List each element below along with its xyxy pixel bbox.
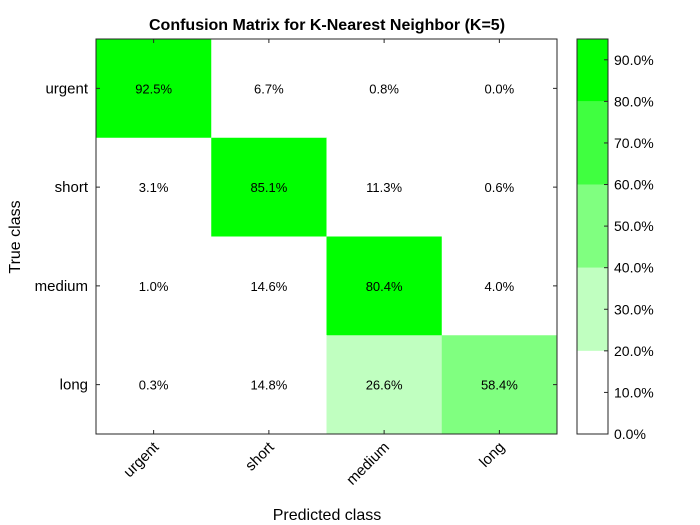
colorbar-tick-label: 90.0% [614,52,654,68]
heatmap-cell [211,236,327,336]
cell-value-label: 1.0% [139,279,169,294]
colorbar-tick-label: 60.0% [614,177,654,193]
y-tick-label: short [55,179,89,196]
heatmap-cell [326,137,443,237]
cell-value-label: 4.0% [485,279,515,294]
heatmap-cell [96,137,212,237]
y-axis-ticks: urgent short medium long [35,80,557,394]
colorbar-tick-label: 80.0% [614,93,654,109]
cell-value-label: 58.4% [481,378,518,393]
cell-value-label: 6.7% [254,81,284,96]
colorbar-band [577,101,608,185]
heatmap-cell-labels: 92.5% 6.7% 0.8% 0.0% 3.1% 85.1% 11.3% 0.6% 1.0% 1… [135,81,518,392]
colorbar-tick-label: 20.0% [614,343,654,359]
colorbar-tick-label: 50.0% [614,218,654,234]
colorbar-band [577,39,608,102]
heatmap-cell [326,39,443,139]
colorbar-band [577,267,608,351]
colorbar: 0.0% 10.0% 20.0% 30.0% 40.0% 50.0% 60.0% 70.0% 8… [576,38,654,442]
x-axis-label: Predicted class [273,507,382,524]
heatmap-cell [96,236,212,336]
cell-value-label: 0.8% [369,81,399,96]
heatmap-cell [441,236,558,336]
heatmap-cell [211,335,327,435]
cell-value-label: 0.3% [139,378,169,393]
heatmap-cells [96,39,558,435]
cell-value-label: 26.6% [366,378,403,393]
heatmap-cell [441,335,558,435]
heatmap-cell [441,39,558,139]
colorbar-tick-label: 0.0% [614,426,646,442]
colorbar-tick-label: 40.0% [614,260,654,276]
heatmap-cell [326,236,443,336]
cell-value-label: 11.3% [366,180,402,195]
cell-value-label: 14.8% [250,378,287,393]
heatmap-cell [326,335,443,435]
heatmap-cell [211,137,327,237]
y-tick-label: urgent [45,80,88,97]
colorbar-band [577,184,608,268]
colorbar-band [577,350,608,434]
cell-value-label: 0.0% [485,81,515,96]
colorbar-tick-label: 10.0% [614,384,654,400]
cell-value-label: 0.6% [485,180,515,195]
cell-value-label: 92.5% [135,81,172,96]
y-tick-label: long [60,377,88,394]
heatmap-cell [211,39,327,139]
chart-title: Confusion Matrix for K-Nearest Neighbor … [149,17,505,34]
plot-frame [95,38,558,435]
colorbar-tick-label: 30.0% [614,301,654,317]
y-tick-label: medium [35,278,88,295]
colorbar-frame [576,38,609,435]
heatmap-cell [441,137,558,237]
cell-value-label: 85.1% [250,180,287,195]
heatmap-cell [96,39,212,139]
cell-value-label: 80.4% [366,279,403,294]
cell-value-label: 3.1% [139,180,169,195]
colorbar-tick-label: 70.0% [614,135,654,151]
heatmap-cell [96,335,212,435]
cell-value-label: 14.6% [250,279,287,294]
y-axis-label: True class [7,200,24,273]
